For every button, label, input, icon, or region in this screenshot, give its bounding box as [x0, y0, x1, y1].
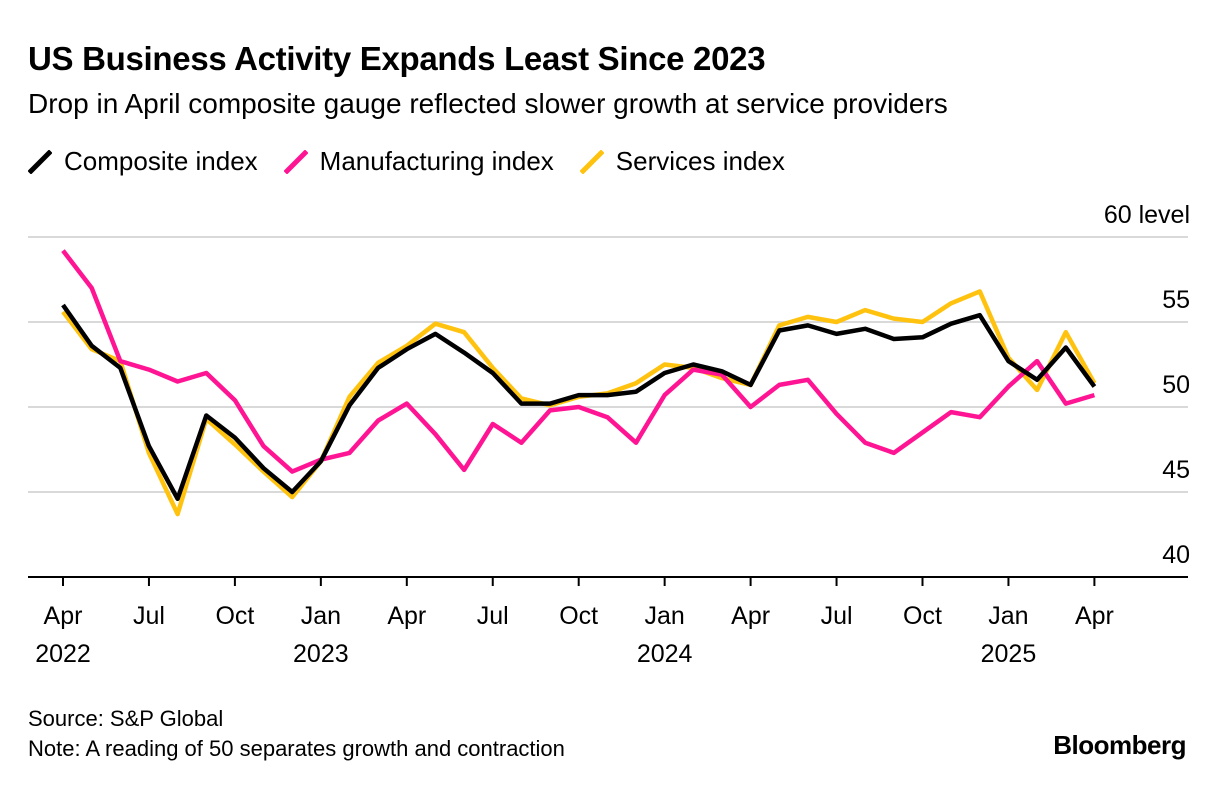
composite-line: [61, 303, 1097, 502]
x-tick-label: Oct: [903, 602, 942, 630]
legend-label-composite: Composite index: [64, 146, 258, 176]
chart-subtitle: Drop in April composite gauge reflected …: [28, 88, 948, 119]
legend-swatch-services: [579, 149, 604, 174]
x-tick-label: Oct: [559, 602, 598, 630]
x-tick-label: Jul: [821, 602, 853, 630]
x-tick-label: Jan: [988, 602, 1028, 630]
legend-item-composite: Composite index: [28, 146, 258, 177]
x-tick-label: Jan: [301, 602, 341, 630]
source-note: Source: S&P Global: [28, 706, 224, 731]
y-tick-label: 40: [1162, 541, 1190, 569]
x-tick-label: Jul: [133, 602, 165, 630]
legend-label-manufacturing: Manufacturing index: [319, 146, 554, 176]
x-tick-label: Apr: [387, 602, 426, 630]
x-tick-year: 2024: [637, 640, 693, 668]
y-tick-label: 60 level: [1104, 201, 1190, 229]
x-tick-year: 2022: [35, 640, 91, 668]
y-tick-label: 50: [1162, 371, 1190, 399]
legend-item-services: Services index: [579, 146, 785, 177]
y-tick-label: 45: [1162, 456, 1190, 484]
legend-swatch-manufacturing: [283, 149, 308, 174]
y-tick-label: 55: [1162, 286, 1190, 314]
y-axis-ticks: 40 45 50 55 60 level: [1104, 201, 1190, 569]
x-tick-year: 2025: [981, 640, 1037, 668]
legend-swatch-composite: [28, 149, 52, 174]
legend-item-manufacturing: Manufacturing index: [283, 146, 554, 177]
bloomberg-logo: Bloomberg: [1053, 730, 1186, 760]
x-tick-label: Jul: [477, 602, 509, 630]
x-tick-label: Apr: [44, 602, 83, 630]
series-lines: [61, 249, 1097, 517]
chart-title: US Business Activity Expands Least Since…: [28, 40, 766, 77]
x-tick-label: Apr: [731, 602, 770, 630]
legend: Composite index Manufacturing index Serv…: [28, 146, 811, 177]
legend-label-services: Services index: [615, 146, 785, 176]
x-tick-year: 2023: [293, 640, 349, 668]
x-tick-label: Jan: [644, 602, 684, 630]
x-tick-label: Apr: [1075, 602, 1114, 630]
services-line: [61, 289, 1097, 517]
x-axis: Apr 2022 Jul Oct Jan 2023 Apr Jul Oct Jan 2024 Apr J…: [28, 576, 1188, 668]
manufacturing-line: [61, 249, 1096, 474]
x-tick-label: Oct: [215, 602, 254, 630]
reading-note: Note: A reading of 50 separates growth a…: [28, 736, 565, 761]
